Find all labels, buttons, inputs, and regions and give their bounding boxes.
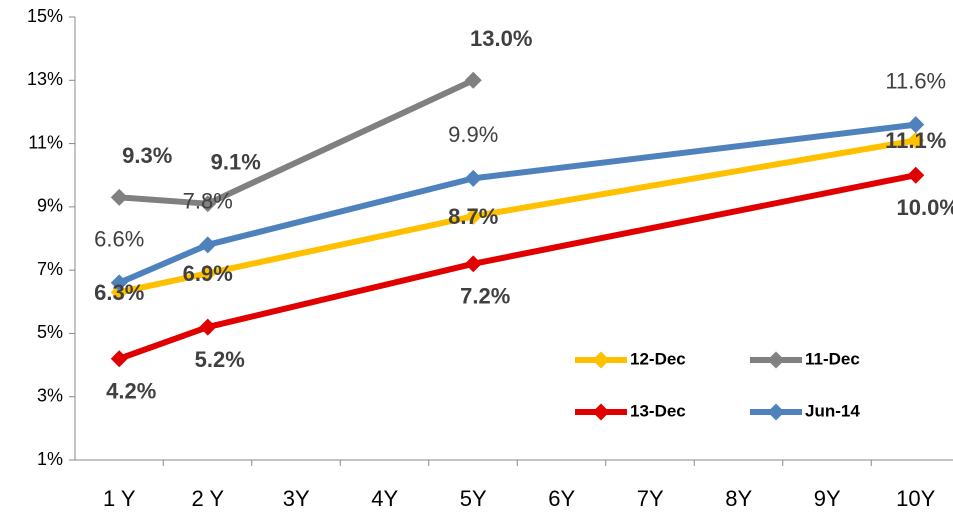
value-label: 9.9%: [448, 122, 498, 147]
point-marker: [465, 255, 482, 272]
x-tick-label: 4Y: [371, 486, 398, 511]
point-marker: [199, 236, 216, 253]
y-tick-label: 3%: [37, 385, 63, 405]
y-tick-label: 15%: [27, 6, 63, 26]
value-label: 7.8%: [183, 189, 233, 214]
value-label: 8.7%: [448, 204, 498, 229]
x-tick-label: 7Y: [637, 486, 664, 511]
series-line: [119, 80, 473, 203]
x-tick-label: 3Y: [283, 486, 310, 511]
point-marker: [907, 167, 924, 184]
x-tick-label: 9Y: [814, 486, 841, 511]
point-marker: [465, 170, 482, 187]
y-tick-label: 9%: [37, 196, 63, 216]
legend-label: Jun-14: [805, 401, 860, 420]
x-tick-label: 10Y: [896, 486, 935, 511]
value-label: 5.2%: [195, 347, 245, 372]
value-label: 4.2%: [106, 379, 156, 404]
legend-marker: [768, 404, 785, 421]
x-tick-label: 8Y: [725, 486, 752, 511]
y-tick-label: 13%: [27, 69, 63, 89]
x-tick-label: 2 Y: [191, 486, 224, 511]
value-label: 7.2%: [460, 284, 510, 309]
value-label: 6.3%: [94, 280, 144, 305]
value-label: 9.3%: [122, 143, 172, 168]
point-marker: [111, 189, 128, 206]
legend-label: 12-Dec: [630, 349, 686, 368]
value-label: 11.6%: [885, 68, 946, 93]
series-line: [119, 125, 916, 283]
point-marker: [199, 319, 216, 336]
y-tick-label: 5%: [37, 322, 63, 342]
y-tick-label: 11%: [28, 132, 63, 152]
legend-marker: [593, 352, 610, 369]
value-label: 6.6%: [94, 227, 144, 252]
y-tick-label: 1%: [37, 449, 63, 469]
value-label: 6.9%: [183, 261, 233, 286]
x-tick-label: 6Y: [548, 486, 575, 511]
legend-label: 11-Dec: [805, 349, 860, 368]
value-label: 13.0%: [470, 26, 532, 51]
legend-label: 13-Dec: [630, 401, 686, 420]
x-tick-label: 1 Y: [103, 486, 136, 511]
legend-marker: [768, 352, 785, 369]
chart: 1% 3% 5% 7% 9% 11% 13% 15% 1 Y 2 Y 3Y 4Y 5Y 6Y 7Y 8Y 9Y 1…: [0, 0, 953, 516]
x-tick-label: 5Y: [460, 486, 487, 511]
point-marker: [111, 350, 128, 367]
y-tick-label: 7%: [37, 259, 63, 279]
value-label: 11.1%: [885, 128, 946, 153]
value-label: 9.1%: [211, 150, 261, 175]
legend-marker: [593, 404, 610, 421]
value-label: 10.0%: [897, 195, 953, 220]
